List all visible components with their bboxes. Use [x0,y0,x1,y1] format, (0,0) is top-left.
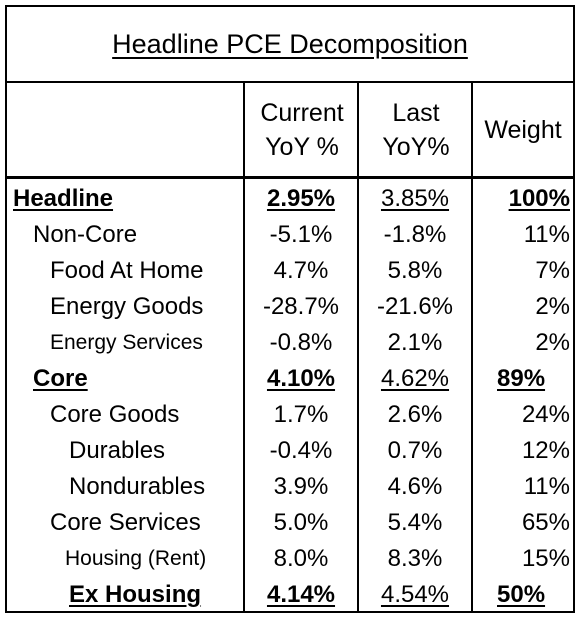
current-yoy-value: 4.7% [273,257,329,284]
header-last-line1: Last [392,98,440,127]
last-yoy-value: 5.8% [387,257,443,284]
current-yoy-value: -0.4% [269,437,333,464]
table-row-headline: Headline 2.95% 3.85% 100% [7,181,573,217]
current-yoy-value: 2.95% [266,185,336,212]
header-current-line1: Current [260,98,344,127]
last-yoy-value: 8.3% [387,545,443,572]
row-label: Housing (Rent) [65,547,207,570]
last-yoy-value: 2.6% [387,401,443,428]
current-yoy-value: 4.10% [266,365,336,392]
current-yoy-value: -0.8% [269,329,333,356]
table-row-core: Core 4.10% 4.62% 89% [7,361,573,397]
column-divider [471,83,473,611]
weight-value: 11% [523,221,570,248]
weight-value: 50% [497,581,546,608]
last-yoy-value: -21.6% [376,293,454,320]
row-label: Core Services [50,509,201,536]
header-weight-label: Weight [484,115,562,144]
current-yoy-value: 1.7% [273,401,329,428]
last-yoy-value: 4.6% [387,473,443,500]
header-current-line2: YoY % [265,132,339,161]
weight-value: 24% [521,401,570,428]
row-label: Durables [69,437,166,464]
header-last-line2: YoY% [382,132,450,161]
header-last-yoy: Last YoY% [359,83,473,179]
last-yoy-value: -1.8% [383,221,447,248]
current-yoy-value: -28.7% [262,293,340,320]
header-current-yoy: Current YoY % [245,83,359,179]
weight-value: 2% [535,329,570,356]
weight-value: 65% [521,509,570,536]
column-divider [243,83,245,611]
table-title: Headline PCE Decomposition [112,28,468,59]
current-yoy-value: 8.0% [273,545,329,572]
current-yoy-value: -5.1% [269,221,333,248]
table-row: Nondurables 3.9% 4.6% 11% [7,469,573,505]
row-label: Core Goods [50,401,180,428]
row-label: Energy Services [50,331,203,354]
row-label: Non-Core [33,221,138,248]
last-yoy-value: 4.62% [380,365,450,392]
last-yoy-value: 5.4% [387,509,443,536]
last-yoy-value: 0.7% [387,437,443,464]
table-row: Housing (Rent) 8.0% 8.3% 15% [7,541,573,577]
table-title-row: Headline PCE Decomposition [7,7,573,83]
weight-value: 15% [521,545,570,572]
row-label: Core [33,365,88,392]
row-label: Headline [13,185,114,212]
weight-value: 12% [521,437,570,464]
last-yoy-value: 3.85% [380,185,450,212]
table-row-ex-housing: Ex Housing 4.14% 4.54% 50% [7,577,573,613]
row-label: Nondurables [69,473,206,500]
table-row: Durables -0.4% 0.7% 12% [7,433,573,469]
table-row: Core Goods 1.7% 2.6% 24% [7,397,573,433]
weight-value: 100% [508,185,570,212]
table-row: Food At Home 4.7% 5.8% 7% [7,253,573,289]
current-yoy-value: 5.0% [273,509,329,536]
weight-value: 2% [535,293,570,320]
row-label: Ex Housing [69,581,202,608]
table-row: Core Services 5.0% 5.4% 65% [7,505,573,541]
weight-value: 7% [535,257,570,284]
column-divider [357,83,359,611]
row-label: Energy Goods [50,293,204,320]
current-yoy-value: 4.14% [266,581,336,608]
last-yoy-value: 4.54% [380,581,450,608]
current-yoy-value: 3.9% [273,473,329,500]
weight-value: 89% [497,365,546,392]
header-label-cell [7,83,245,179]
last-yoy-value: 2.1% [387,329,443,356]
table-row: Energy Goods -28.7% -21.6% 2% [7,289,573,325]
weight-value: 11% [523,473,570,500]
header-weight: Weight [473,83,573,179]
row-label: Food At Home [50,257,204,284]
table-row: Non-Core -5.1% -1.8% 11% [7,217,573,253]
table-row: Energy Services -0.8% 2.1% 2% [7,325,573,361]
pce-table: Headline PCE Decomposition Current YoY % … [5,5,575,613]
